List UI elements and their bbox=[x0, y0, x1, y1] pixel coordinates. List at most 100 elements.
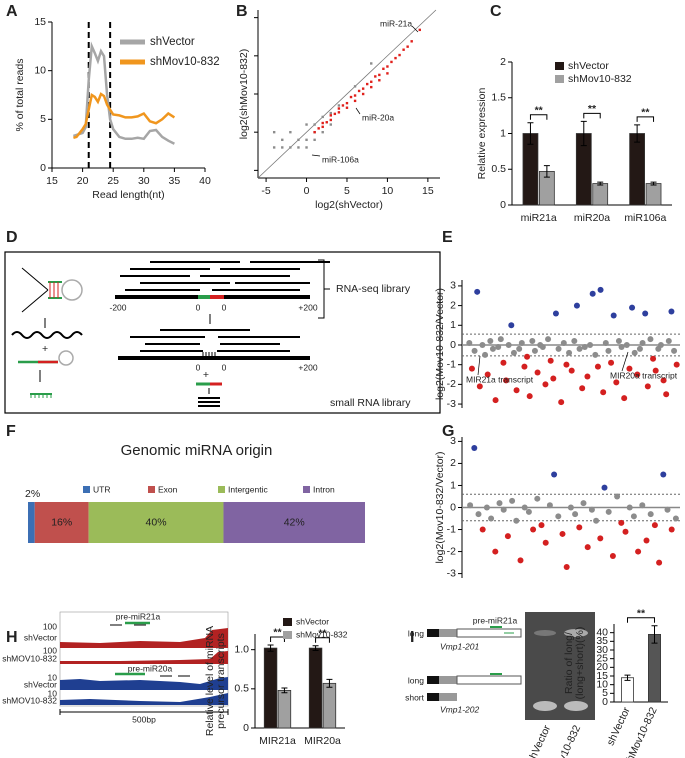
error-bar bbox=[543, 165, 550, 178]
x-tick-label: shVector bbox=[605, 705, 633, 748]
position: +200 bbox=[298, 362, 317, 372]
point bbox=[479, 526, 486, 533]
point bbox=[567, 504, 574, 511]
point bbox=[588, 506, 595, 513]
y-tick-label: 20 bbox=[596, 661, 608, 673]
point bbox=[576, 345, 583, 352]
y-tick-label: 2 bbox=[450, 299, 456, 311]
legend-label: Intron bbox=[313, 484, 335, 494]
gel-band bbox=[534, 630, 556, 636]
panel-label: E bbox=[442, 229, 453, 246]
x-tick-label: 5 bbox=[344, 185, 350, 197]
bar bbox=[308, 647, 323, 729]
position: -200 bbox=[109, 302, 126, 312]
point bbox=[651, 522, 658, 529]
y-tick-label: 5 bbox=[40, 113, 46, 125]
y-tick-label: 15 bbox=[34, 16, 46, 28]
tracks-h: pre-miR21a pre-miR20a 100 100 10 10 shVe… bbox=[2, 611, 229, 724]
feature-label: pre-miR21a bbox=[116, 611, 161, 621]
significance-label: ** bbox=[318, 628, 327, 640]
y-tick-label: 10 bbox=[34, 64, 46, 76]
point bbox=[305, 146, 308, 149]
point bbox=[333, 112, 337, 116]
point bbox=[652, 367, 659, 374]
y-tick-label: 1 bbox=[450, 479, 456, 491]
point bbox=[566, 349, 573, 356]
point bbox=[622, 528, 629, 535]
point bbox=[647, 336, 654, 343]
legend-label: shMov10-832 bbox=[150, 56, 220, 68]
exon bbox=[427, 693, 439, 701]
point bbox=[614, 493, 621, 500]
mature-pairs bbox=[30, 394, 52, 398]
legend-swatch bbox=[283, 631, 292, 639]
line-series bbox=[73, 92, 176, 140]
track-scale: 10 bbox=[48, 688, 58, 698]
gap-reads bbox=[202, 352, 216, 358]
point bbox=[563, 563, 570, 570]
point bbox=[410, 40, 413, 43]
bracket bbox=[318, 259, 330, 319]
point bbox=[547, 357, 554, 364]
error-bar bbox=[651, 625, 658, 644]
point bbox=[341, 104, 345, 107]
y-tick-label: 1.5 bbox=[491, 92, 506, 104]
precursor-loop bbox=[58, 350, 74, 366]
point bbox=[353, 85, 357, 88]
point bbox=[321, 125, 324, 129]
point bbox=[398, 53, 401, 57]
x-tick-label: 25 bbox=[107, 175, 119, 187]
x-tick-label: miR21a bbox=[521, 212, 557, 224]
point bbox=[382, 67, 385, 70]
point bbox=[378, 79, 381, 82]
point bbox=[321, 121, 324, 125]
point bbox=[390, 60, 393, 64]
legend-swatch bbox=[555, 75, 564, 83]
point bbox=[378, 73, 381, 77]
exon bbox=[439, 629, 457, 637]
x-tick-label: 0 bbox=[304, 185, 310, 197]
point bbox=[475, 511, 482, 518]
exon bbox=[456, 628, 522, 638]
point bbox=[656, 559, 663, 566]
point bbox=[370, 80, 373, 83]
panel-label: C bbox=[490, 3, 502, 20]
panel-label: I bbox=[410, 629, 414, 646]
legend-swatch bbox=[218, 486, 225, 493]
annotation-pointer bbox=[411, 25, 419, 33]
x-tick-label: MIR20a bbox=[304, 735, 341, 747]
point bbox=[668, 308, 675, 315]
bar bbox=[645, 183, 662, 206]
significance-bracket bbox=[636, 116, 655, 122]
point bbox=[489, 345, 496, 352]
x-tick-label: miR106a bbox=[624, 212, 666, 224]
point bbox=[297, 146, 300, 149]
point bbox=[602, 340, 609, 347]
segment bbox=[28, 502, 35, 543]
significance-bracket bbox=[270, 636, 285, 642]
point bbox=[357, 89, 361, 93]
point bbox=[639, 340, 646, 347]
annotation: miR-20a bbox=[362, 112, 394, 122]
point bbox=[673, 361, 680, 368]
point bbox=[579, 385, 586, 392]
point bbox=[618, 519, 625, 526]
point bbox=[476, 383, 483, 390]
point bbox=[568, 367, 575, 374]
hairpin-pairs bbox=[49, 282, 59, 298]
point bbox=[526, 393, 533, 400]
track bbox=[60, 651, 228, 664]
plus: + bbox=[203, 369, 209, 381]
point bbox=[329, 111, 332, 115]
point bbox=[672, 515, 679, 522]
point bbox=[605, 347, 612, 354]
exon bbox=[427, 629, 439, 637]
point bbox=[272, 130, 276, 134]
annotation: miR-106a bbox=[322, 154, 359, 164]
y-tick-label: -1 bbox=[447, 358, 456, 370]
position: 0 bbox=[222, 362, 227, 372]
bar bbox=[277, 690, 292, 729]
point bbox=[521, 504, 528, 511]
error-bar bbox=[326, 678, 333, 688]
y-axis-label: Relative level of miRNA bbox=[204, 626, 216, 736]
